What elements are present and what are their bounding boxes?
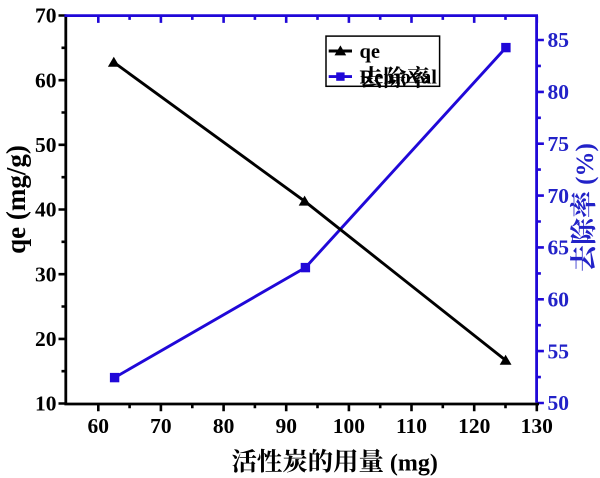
svg-text:130: 130 bbox=[521, 414, 553, 438]
svg-text:100: 100 bbox=[333, 414, 365, 438]
svg-text:20: 20 bbox=[35, 327, 57, 351]
svg-text:50: 50 bbox=[35, 133, 57, 157]
svg-text:60: 60 bbox=[35, 68, 57, 92]
svg-text:(%): (%) bbox=[572, 143, 599, 185]
svg-text:90: 90 bbox=[275, 414, 297, 438]
svg-text:70: 70 bbox=[150, 414, 172, 438]
svg-text:70: 70 bbox=[35, 4, 57, 28]
svg-text:55: 55 bbox=[548, 339, 570, 363]
svg-text:120: 120 bbox=[458, 414, 490, 438]
svg-text:65: 65 bbox=[548, 236, 570, 260]
svg-text:50: 50 bbox=[548, 391, 570, 415]
svg-text:60: 60 bbox=[88, 414, 110, 438]
svg-text:80: 80 bbox=[213, 414, 235, 438]
svg-text:110: 110 bbox=[396, 414, 427, 438]
svg-text:qe: qe bbox=[360, 41, 381, 63]
svg-text:40: 40 bbox=[35, 198, 57, 222]
svg-text:60: 60 bbox=[548, 288, 570, 312]
svg-text:qe (mg/g): qe (mg/g) bbox=[1, 145, 31, 254]
svg-text:30: 30 bbox=[35, 262, 57, 286]
svg-text:85: 85 bbox=[548, 28, 570, 52]
svg-text:(mg): (mg) bbox=[390, 450, 438, 476]
svg-text:70: 70 bbox=[548, 184, 570, 208]
svg-text:80: 80 bbox=[548, 80, 570, 104]
svg-text:75: 75 bbox=[548, 132, 570, 156]
svg-text:10: 10 bbox=[35, 392, 57, 416]
